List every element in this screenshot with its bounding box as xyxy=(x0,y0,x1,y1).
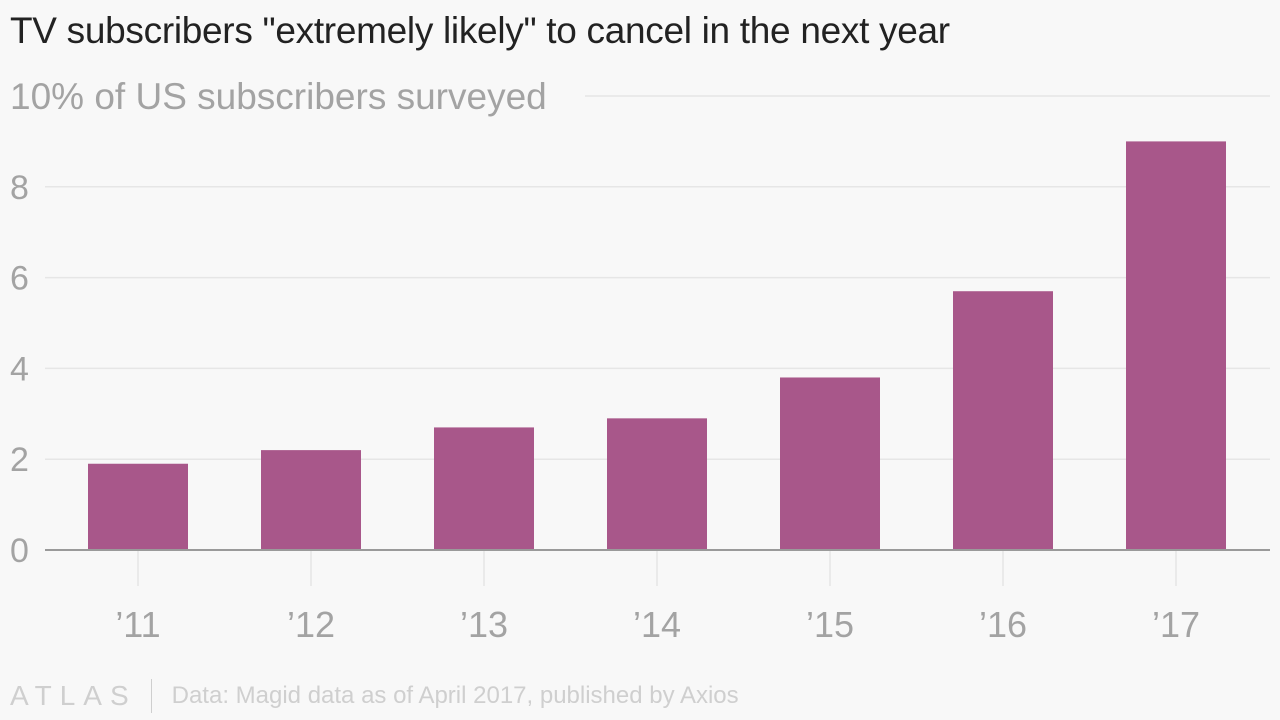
subtitle-background xyxy=(0,72,585,118)
bar xyxy=(1126,141,1226,550)
bar-chart: ’11 ’12 ’13 ’14 ’15 ’16 ’17 0 2 4 6 8 10% of US su… xyxy=(0,72,1270,645)
bar xyxy=(953,291,1053,550)
bar xyxy=(780,377,880,550)
bar xyxy=(607,418,707,550)
y-tick-label: 8 xyxy=(10,169,29,207)
x-tick-label: ’11 xyxy=(115,604,160,645)
y-tick-label: 0 xyxy=(10,532,29,570)
x-axis: ’11 ’12 ’13 ’14 ’15 ’16 ’17 xyxy=(45,549,1270,645)
x-tick-label: ’16 xyxy=(979,604,1027,645)
footer: ATLAS Data: Magid data as of April 2017,… xyxy=(10,676,739,716)
source-note: Data: Magid data as of April 2017, publi… xyxy=(171,682,739,709)
x-tick-label: ’17 xyxy=(1152,604,1200,645)
chart-subtitle: 10% of US subscribers surveyed xyxy=(10,76,547,117)
y-tick-label: 2 xyxy=(10,441,29,479)
y-tick-label: 6 xyxy=(10,260,29,298)
footer-divider xyxy=(150,679,152,713)
atlas-logo: ATLAS xyxy=(10,680,137,711)
chart-title: TV subscribers "extremely likely" to can… xyxy=(10,10,950,51)
bar xyxy=(261,450,361,550)
bars xyxy=(88,141,1226,550)
x-tick-label: ’12 xyxy=(287,604,335,645)
y-axis: 0 2 4 6 8 xyxy=(10,169,29,570)
x-tick-label: ’15 xyxy=(806,604,854,645)
bar xyxy=(88,463,188,550)
gridlines xyxy=(45,95,1270,460)
y-tick-label: 4 xyxy=(10,350,29,388)
x-tick-label: ’13 xyxy=(460,604,508,645)
x-tick-label: ’14 xyxy=(633,604,681,645)
bar xyxy=(434,427,534,550)
